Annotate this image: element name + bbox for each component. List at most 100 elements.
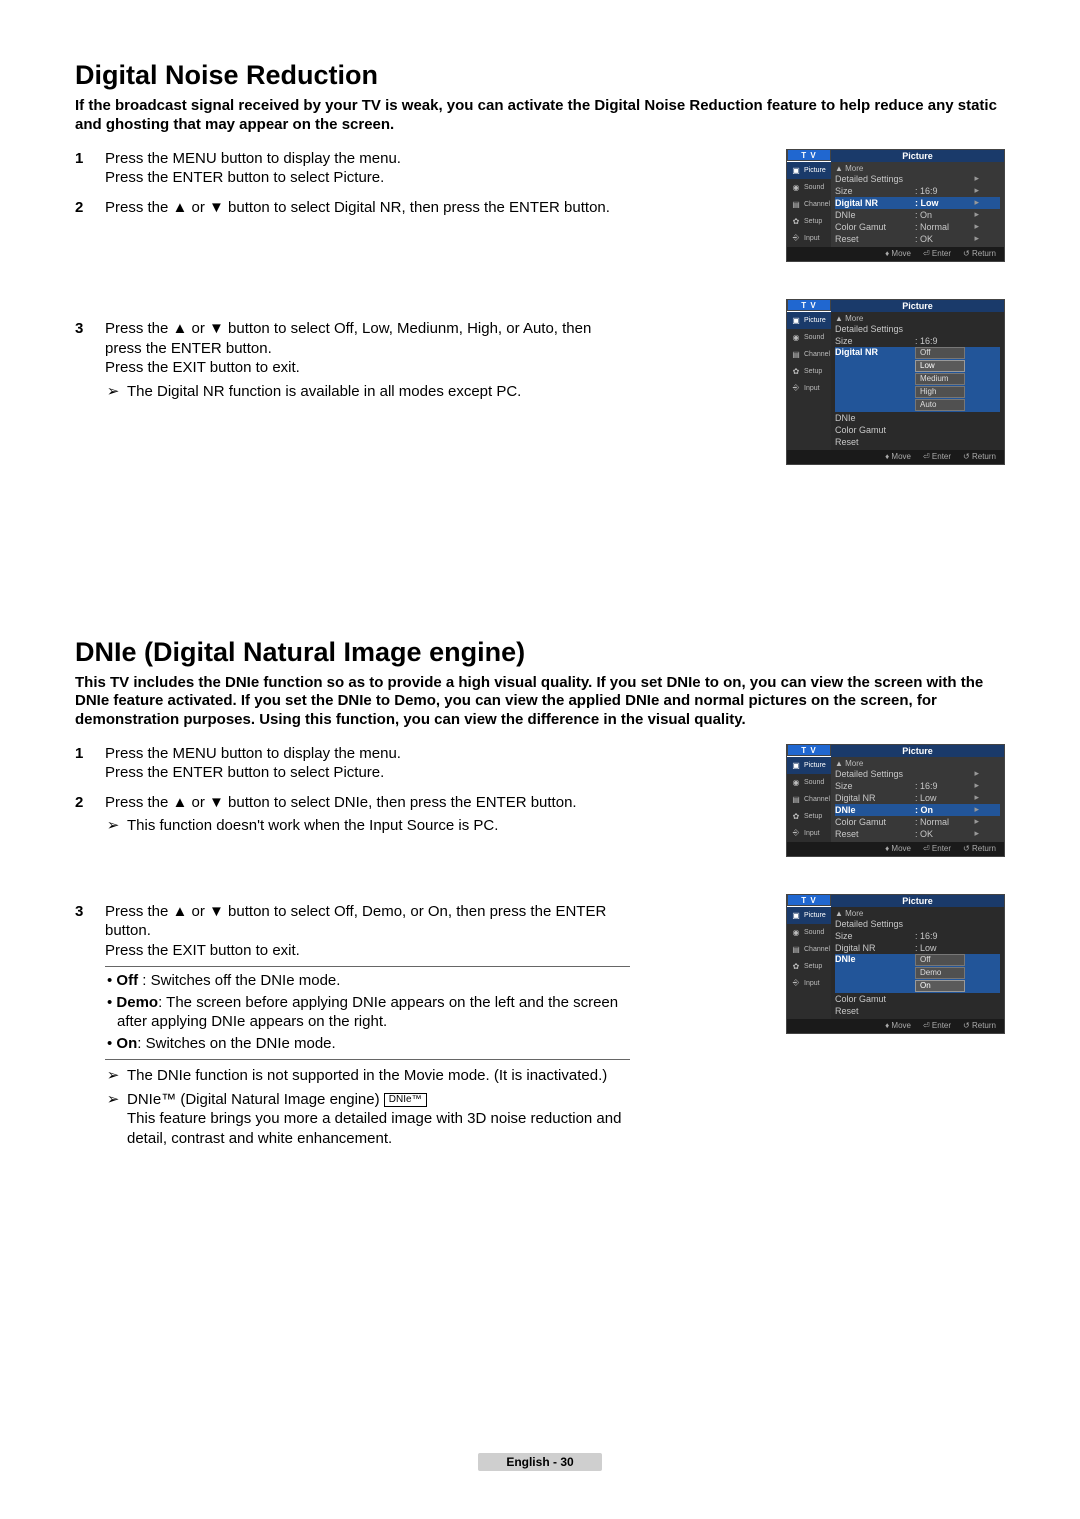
osd-foot-enter: ⏎ Enter — [923, 249, 951, 258]
osd-menu-row: Detailed Settings — [835, 323, 1000, 335]
step-body: Press the MENU button to display the men… — [105, 149, 630, 188]
osd-menu-row: Digital NR: Low▸ — [835, 792, 1000, 804]
osd-tv-label: T V — [787, 744, 831, 756]
osd-sidebar-item: ◉Sound — [787, 924, 831, 941]
dnie-badge: DNIe™ — [384, 1093, 427, 1107]
osd-sidebar-item: ▣Picture — [787, 312, 831, 329]
osd-tv-label: T V — [787, 894, 831, 906]
osd-menu-row: Color Gamut: Normal▸ — [835, 221, 1000, 233]
osd-sidebar-item: ⎆Input — [787, 230, 831, 247]
osd-title: Picture — [831, 150, 1004, 162]
osd-menu-row: DNIe: On▸ — [835, 209, 1000, 221]
step-body: Press the ▲ or ▼ button to select Off, L… — [105, 319, 630, 403]
osd-sidebar-item: ▤Channel — [787, 196, 831, 213]
osd-sidebar-item: ◉Sound — [787, 179, 831, 196]
osd-menu-row: Reset — [835, 1005, 1000, 1017]
osd-foot-return: ↺ Return — [963, 452, 996, 461]
osd-menu-row: Size: 16:9 — [835, 335, 1000, 347]
osd-title: Picture — [831, 300, 1004, 312]
section-intro-dnie: This TV includes the DNIe function so as… — [75, 674, 1005, 730]
osd-foot-return: ↺ Return — [963, 249, 996, 258]
osd-menu-row: Size: 16:9▸ — [835, 185, 1000, 197]
osd-menu-row: Size: 16:9 — [835, 930, 1000, 942]
osd-sidebar-item: ▤Channel — [787, 791, 831, 808]
osd-more: ▲ More — [835, 759, 1000, 768]
osd-menu-row: Detailed Settings▸ — [835, 768, 1000, 780]
note-text: DNIe™ (Digital Natural Image engine) DNI… — [127, 1090, 630, 1149]
osd-menu-row: Size: 16:9▸ — [835, 780, 1000, 792]
note-arrow-icon: ➢ — [105, 816, 121, 836]
osd-menu-row: Color Gamut — [835, 424, 1000, 436]
note-text: This function doesn't work when the Inpu… — [127, 816, 498, 836]
osd-menu-row: Color Gamut — [835, 993, 1000, 1005]
section-title-dnr: Digital Noise Reduction — [75, 60, 1005, 91]
step-text: Press the EXIT button to exit. — [105, 359, 300, 376]
step-number: 3 — [75, 902, 89, 1151]
osd-sidebar-item: ✿Setup — [787, 363, 831, 380]
note-arrow-icon: ➢ — [105, 1090, 121, 1149]
osd-menu-row: Digital NR: Low — [835, 942, 1000, 954]
osd-sidebar-item: ◉Sound — [787, 774, 831, 791]
osd-foot-return: ↺ Return — [963, 1021, 996, 1030]
note-text: The Digital NR function is available in … — [127, 382, 521, 402]
osd-menu-row: Reset: OK▸ — [835, 233, 1000, 245]
osd-sidebar-item: ▣Picture — [787, 757, 831, 774]
osd-menu-row: Reset — [835, 436, 1000, 448]
osd-menu-row: DNIe: On▸ — [835, 804, 1000, 816]
osd-more: ▲ More — [835, 909, 1000, 918]
osd-sidebar-item: ⎆Input — [787, 380, 831, 397]
osd-sidebar-item: ✿Setup — [787, 213, 831, 230]
osd-menu-row: DNIe — [835, 412, 1000, 424]
osd-foot-move: ♦ Move — [885, 452, 911, 461]
osd-menu-row: DNIeOffDemoOn — [835, 954, 1000, 993]
step-number: 1 — [75, 149, 89, 188]
osd-sidebar-item: ◉Sound — [787, 329, 831, 346]
note-arrow-icon: ➢ — [105, 1066, 121, 1086]
osd-screenshot-4: T V Picture ▣Picture◉Sound▤Channel✿Setup… — [786, 894, 1005, 1034]
osd-more: ▲ More — [835, 164, 1000, 173]
osd-sidebar-item: ▤Channel — [787, 941, 831, 958]
step-number: 2 — [75, 198, 89, 218]
osd-sidebar-item: ✿Setup — [787, 808, 831, 825]
step-body: Press the ▲ or ▼ button to select Digita… — [105, 198, 630, 218]
manual-page: Digital Noise Reduction If the broadcast… — [0, 0, 1080, 1519]
steps-block-dnie: 1 Press the MENU button to display the m… — [75, 744, 1005, 1151]
osd-menu-row: Detailed Settings — [835, 918, 1000, 930]
osd-foot-return: ↺ Return — [963, 844, 996, 853]
osd-title: Picture — [831, 895, 1004, 907]
osd-screenshot-2: T V Picture ▣Picture◉Sound▤Channel✿Setup… — [786, 299, 1005, 465]
step-text: Press the ▲ or ▼ button to select Digita… — [105, 199, 610, 216]
step-number: 1 — [75, 744, 89, 783]
osd-foot-enter: ⏎ Enter — [923, 452, 951, 461]
osd-menu-row: Color Gamut: Normal▸ — [835, 816, 1000, 828]
osd-sidebar-item: ⎆Input — [787, 975, 831, 992]
step-text: Press the ENTER button to select Picture… — [105, 169, 384, 186]
bullet-off: Off Off : Switches off the DNIe mode.: S… — [107, 971, 628, 991]
osd-foot-enter: ⏎ Enter — [923, 1021, 951, 1030]
step-number: 3 — [75, 319, 89, 403]
step-text: Press the MENU button to display the men… — [105, 150, 401, 167]
osd-menu-row: Digital NROffLowMediumHighAuto — [835, 347, 1000, 412]
osd-title: Picture — [831, 745, 1004, 757]
osd-sidebar-item: ▣Picture — [787, 907, 831, 924]
osd-menu-row: Reset: OK▸ — [835, 828, 1000, 840]
osd-menu-row: Detailed Settings▸ — [835, 173, 1000, 185]
bullet-on: On: Switches on the DNIe mode. — [107, 1034, 628, 1054]
osd-foot-enter: ⏎ Enter — [923, 844, 951, 853]
osd-foot-move: ♦ Move — [885, 1021, 911, 1030]
osd-sidebar-item: ▤Channel — [787, 346, 831, 363]
steps-block-dnr: 1 Press the MENU button to display the m… — [75, 149, 1005, 459]
step-body: Press the ▲ or ▼ button to select DNIe, … — [105, 793, 630, 838]
osd-foot-move: ♦ Move — [885, 249, 911, 258]
page-number-wrap: English - 30 — [0, 1453, 1080, 1471]
step-text: Press the MENU button to display the men… — [105, 745, 401, 762]
page-number: English - 30 — [478, 1453, 601, 1471]
step-text: Press the ▲ or ▼ button to select Off, L… — [105, 320, 591, 357]
step-text: Press the ▲ or ▼ button to select DNIe, … — [105, 794, 577, 811]
step-number: 2 — [75, 793, 89, 838]
osd-sidebar-item: ▣Picture — [787, 162, 831, 179]
step-text: Press the EXIT button to exit. — [105, 942, 300, 959]
section-title-dnie: DNIe (Digital Natural Image engine) — [75, 637, 1005, 668]
note-arrow-icon: ➢ — [105, 382, 121, 402]
osd-menu-row: Digital NR: Low▸ — [835, 197, 1000, 209]
